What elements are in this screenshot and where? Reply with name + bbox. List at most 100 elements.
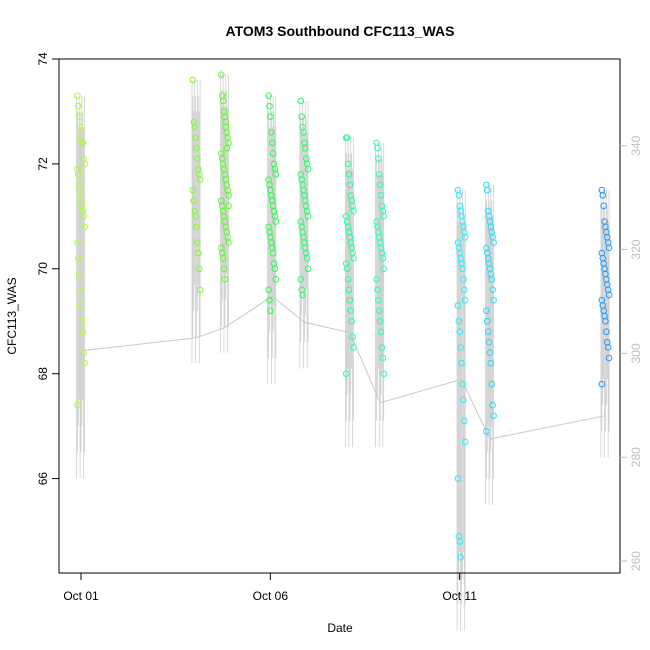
data-point [219,255,227,262]
y-tick-label: 68 [36,367,50,381]
data-point [269,150,277,157]
y-tick-label: 70 [36,262,50,276]
data-point [74,92,81,100]
data-point [605,354,613,362]
data-point [75,255,82,262]
data-point [190,197,198,204]
y2-tick-label: 260 [629,551,643,571]
data-point [194,249,202,257]
data-point [375,296,382,304]
data-point [600,202,607,210]
data-point [268,129,275,136]
data-point [189,186,197,194]
data-point [302,144,309,152]
data-point [376,181,384,189]
data-point [375,307,383,315]
data-point [265,286,272,294]
data-point [488,275,496,283]
data-point [81,223,88,231]
data-point [345,171,353,178]
data-point [486,349,494,357]
data-point [461,438,469,446]
data-point [458,359,465,367]
x-axis-label: Date [327,621,353,635]
data-point [350,344,357,351]
data-point [460,275,467,283]
y2-tick-label: 300 [629,343,643,363]
data-point [488,380,496,388]
y2-tick-label: 280 [629,447,643,467]
data-point [377,192,385,199]
data-point [455,317,463,325]
data-point [350,207,357,215]
data-point [77,302,85,309]
data-point [266,296,273,304]
data-point [193,144,200,152]
data-point [266,102,273,110]
data-point [74,401,81,409]
data-point [375,171,383,178]
data-point [81,160,88,168]
data-point [269,249,277,257]
data-point [377,328,385,336]
data-point [76,123,84,131]
data-point [75,171,82,178]
data-point [346,296,354,304]
data-point [304,165,312,173]
data-point [598,380,606,388]
data-point [484,328,492,336]
data-point [196,176,204,183]
data-point [304,265,312,273]
data-point [457,344,464,351]
data-point [79,139,87,147]
y-axis-label: CFC113_WAS [5,277,19,354]
x-tick-label: Oct 01 [63,589,99,603]
data-point [220,265,228,273]
y2-tick-label: 320 [629,239,643,259]
data-point [490,412,497,419]
x-axis: Oct 01 Oct 06 Oct 11 [63,572,477,603]
data-point [376,317,384,325]
data-point [304,213,312,220]
data-point [80,213,87,220]
data-point [75,270,83,278]
data-points [74,71,613,561]
data-point [74,239,81,246]
data-point [303,255,311,262]
data-point [374,286,381,294]
data-point [605,244,613,252]
data-point [347,307,355,315]
data-point [457,553,464,561]
data-point [225,239,232,246]
data-point [460,286,468,294]
data-point [603,328,610,336]
data-point [194,239,201,246]
data-point [461,234,469,241]
data-point [78,317,86,325]
y-tick-label: 66 [36,472,50,486]
data-point [225,202,232,210]
data-point [265,92,272,100]
data-point [602,317,609,325]
data-point [268,139,276,147]
data-point [375,155,382,162]
data-point [345,286,353,294]
data-point [348,317,355,325]
data-point [379,354,387,362]
data-point [344,275,352,283]
data-point [272,218,280,225]
data-point [461,296,469,304]
y-tick-label: 72 [36,157,50,171]
data-point [221,275,229,283]
data-point [456,328,464,336]
data-point [483,428,490,435]
data-point [267,113,274,120]
data-point [343,265,351,273]
data-point [378,344,386,351]
data-point [298,113,306,120]
data-point [349,333,356,341]
data-point [343,134,351,141]
data-point [192,213,199,220]
